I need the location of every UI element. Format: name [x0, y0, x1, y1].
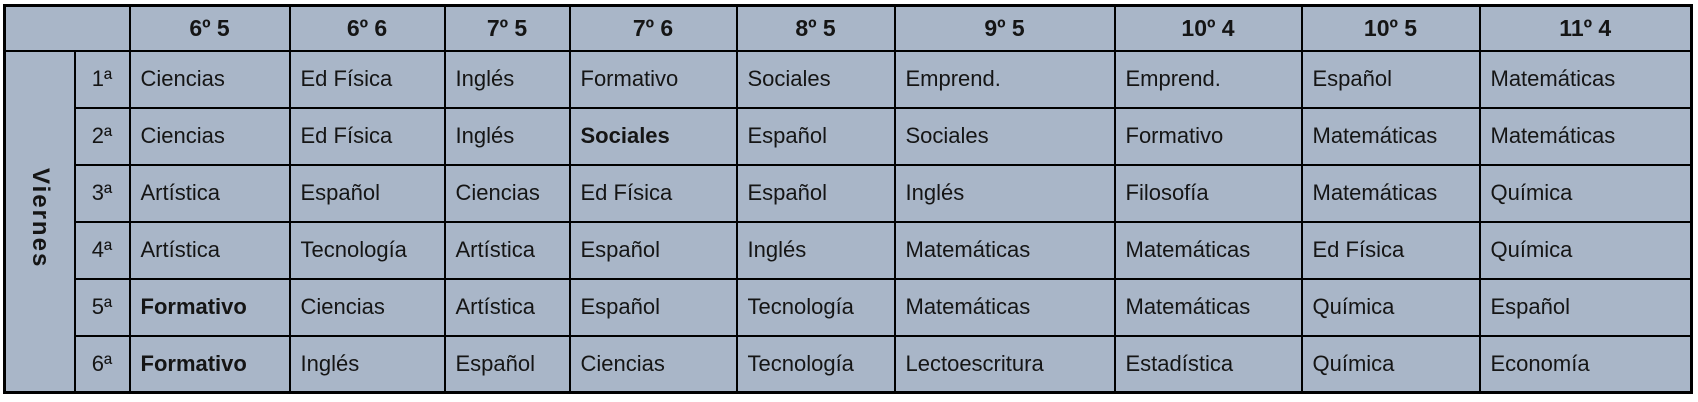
subject-cell: Matemáticas: [1478, 106, 1693, 166]
day-header: Viernes: [3, 49, 76, 394]
subject-cell: Formativo: [1113, 106, 1303, 166]
subject-cell: Artística: [443, 220, 571, 280]
table-row: 4ª Artística Tecnología Artística Español Ing…: [5, 220, 1693, 280]
column-header-6-5: 6º 5: [128, 4, 291, 52]
corner-cell: [3, 4, 131, 52]
subject-cell: Español: [735, 106, 896, 166]
subject-cell: Emprend.: [893, 49, 1116, 109]
column-header-7-5: 7º 5: [443, 4, 571, 52]
subject-cell: Química: [1300, 334, 1481, 394]
subject-cell: Ed Física: [1300, 220, 1481, 280]
subject-cell: Inglés: [893, 163, 1116, 223]
subject-cell: Español: [1300, 49, 1481, 109]
subject-cell: Sociales: [735, 49, 896, 109]
subject-cell: Artística: [128, 163, 291, 223]
subject-cell: Tecnología: [735, 334, 896, 394]
timetable-body: Viernes 1ª Ciencias Ed Física Inglés Formativ…: [3, 49, 1693, 394]
column-header-8-5: 8º 5: [735, 4, 896, 52]
period-label: 3ª: [73, 163, 131, 223]
column-header-10-5: 10º 5: [1300, 4, 1481, 52]
subject-cell: Ciencias: [443, 163, 571, 223]
period-label: 5ª: [73, 277, 131, 337]
subject-cell: Filosofía: [1113, 163, 1303, 223]
period-label: 6ª: [73, 334, 131, 394]
subject-cell: Formativo: [568, 49, 738, 109]
subject-cell: Matemáticas: [893, 220, 1116, 280]
subject-cell: Ed Física: [288, 106, 446, 166]
subject-cell: Inglés: [735, 220, 896, 280]
subject-cell: Artística: [128, 220, 291, 280]
subject-cell: Matemáticas: [1300, 106, 1481, 166]
period-label: 4ª: [73, 220, 131, 280]
subject-cell: Artística: [443, 277, 571, 337]
subject-cell: Español: [1478, 277, 1693, 337]
subject-cell: Ciencias: [128, 106, 291, 166]
day-label: Viernes: [26, 168, 54, 269]
column-header-9-5: 9º 5: [893, 4, 1116, 52]
period-label: 2ª: [73, 106, 131, 166]
subject-cell: Inglés: [443, 49, 571, 109]
subject-cell: Ed Física: [288, 49, 446, 109]
subject-cell: Ciencias: [128, 49, 291, 109]
subject-cell: Química: [1478, 163, 1693, 223]
subject-cell: Matemáticas: [1300, 163, 1481, 223]
table-row: 3ª Artística Español Ciencias Ed Física Españ…: [5, 163, 1693, 223]
column-header-11-4: 11º 4: [1478, 4, 1693, 52]
period-label: 1ª: [73, 49, 131, 109]
subject-cell: Matemáticas: [1478, 49, 1693, 109]
subject-cell: Ed Física: [568, 163, 738, 223]
table-row: Viernes 1ª Ciencias Ed Física Inglés Formativ…: [3, 49, 1693, 394]
subject-cell: Economía: [1478, 334, 1693, 394]
subject-cell: Inglés: [288, 334, 446, 394]
subject-cell: Inglés: [443, 106, 571, 166]
subject-cell: Español: [568, 277, 738, 337]
subject-cell: Formativo: [128, 277, 291, 337]
subject-cell: Español: [443, 334, 571, 394]
subject-cell: Español: [288, 163, 446, 223]
subject-cell: Ciencias: [288, 277, 446, 337]
subject-cell: Español: [735, 163, 896, 223]
subject-cell: Sociales: [568, 106, 738, 166]
subject-cell: Química: [1478, 220, 1693, 280]
subject-cell: Español: [568, 220, 738, 280]
table-row: 6ª Formativo Inglés Español Ciencias Tecnolog…: [5, 334, 1693, 394]
subject-cell: Formativo: [128, 334, 291, 394]
column-header-7-6: 7º 6: [568, 4, 738, 52]
subject-cell: Estadística: [1113, 334, 1303, 394]
subject-cell: Matemáticas: [1113, 220, 1303, 280]
subject-cell: Matemáticas: [893, 277, 1116, 337]
table-row: 2ª Ciencias Ed Física Inglés Sociales Español…: [5, 106, 1693, 166]
subject-cell: Sociales: [893, 106, 1116, 166]
subject-cell: Tecnología: [288, 220, 446, 280]
subject-cell: Emprend.: [1113, 49, 1303, 109]
subject-cell: Tecnología: [735, 277, 896, 337]
column-header-6-6: 6º 6: [288, 4, 446, 52]
subject-cell: Química: [1300, 277, 1481, 337]
subject-cell: Matemáticas: [1113, 277, 1303, 337]
timetable: 6º 5 6º 6 7º 5 7º 6 8º 5 9º 5 10º 4 10º 5 11º 4 …: [3, 4, 1693, 394]
subject-cell: Ciencias: [568, 334, 738, 394]
column-header-10-4: 10º 4: [1113, 4, 1303, 52]
table-row: 5ª Formativo Ciencias Artística Español Tecno…: [5, 277, 1693, 337]
subject-cell: Lectoescritura: [893, 334, 1116, 394]
header-row: 6º 5 6º 6 7º 5 7º 6 8º 5 9º 5 10º 4 10º 5 11º 4: [3, 4, 1693, 52]
